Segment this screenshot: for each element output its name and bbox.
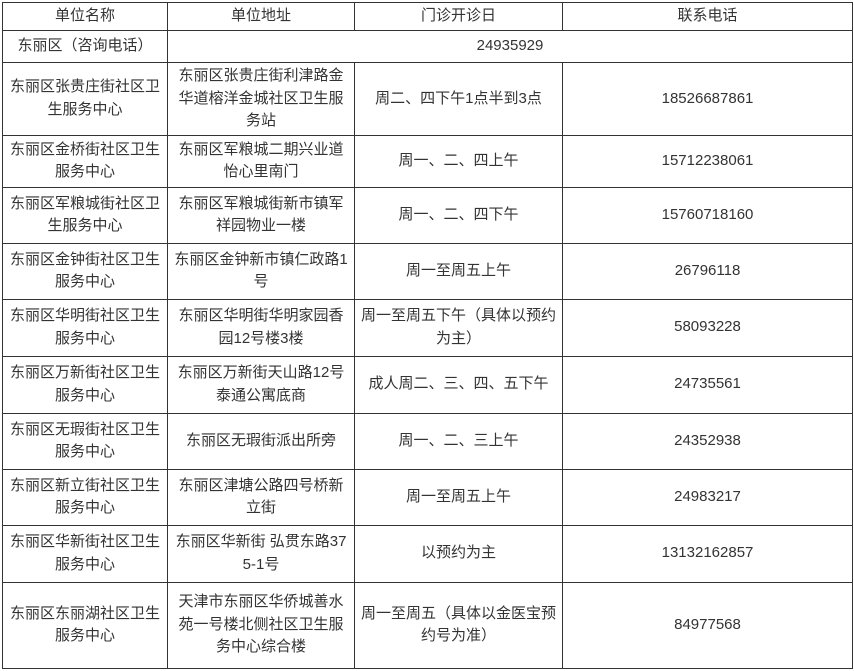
table-header-row: 单位名称 单位地址 门诊开诊日 联系电话 xyxy=(2,2,853,31)
column-header-unit-address: 单位地址 xyxy=(167,2,355,31)
district-hotline-row: 东丽区（咨询电话） 24935929 xyxy=(2,30,853,63)
clinic-days-cell: 周一、二、四上午 xyxy=(354,134,563,188)
unit-address-cell: 天津市东丽区华侨城善水苑一号楼北侧社区卫生服务中心综合楼 xyxy=(167,581,355,669)
column-header-clinic-days: 门诊开诊日 xyxy=(354,2,563,31)
contact-phone-cell: 24983217 xyxy=(562,468,853,526)
unit-name-cell: 东丽区新立街社区卫生服务中心 xyxy=(2,468,168,526)
unit-name-cell: 东丽区华新街社区卫生服务中心 xyxy=(2,524,168,583)
unit-address-cell: 东丽区津塘公路四号桥新立街 xyxy=(167,468,355,526)
unit-address-cell: 东丽区金钟新市镇仁政路1号 xyxy=(167,242,355,300)
table-row: 东丽区华新街社区卫生服务中心 东丽区华新街 弘贯东路375-1号 以预约为主 1313… xyxy=(2,524,853,583)
district-hotline-phone-cell: 24935929 xyxy=(167,30,853,63)
contact-phone-cell: 24735561 xyxy=(562,355,853,414)
unit-name-cell: 东丽区张贵庄街社区卫生服务中心 xyxy=(2,62,168,136)
clinic-days-cell: 周一、二、三上午 xyxy=(354,412,563,470)
clinic-days-cell: 周一至周五（具体以金医宝预约号为准） xyxy=(354,581,563,669)
table-row: 东丽区金钟街社区卫生服务中心 东丽区金钟新市镇仁政路1号 周一至周五上午 267961… xyxy=(2,242,853,300)
column-header-unit-name: 单位名称 xyxy=(2,2,168,31)
clinic-days-cell: 周一、二、四下午 xyxy=(354,186,563,244)
unit-name-cell: 东丽区东丽湖社区卫生服务中心 xyxy=(2,581,168,669)
unit-address-cell: 东丽区军粮城街新市镇军祥园物业一楼 xyxy=(167,186,355,244)
unit-address-cell: 东丽区华明街华明家园香园12号楼3楼 xyxy=(167,298,355,357)
contact-phone-cell: 13132162857 xyxy=(562,524,853,583)
table-row: 东丽区东丽湖社区卫生服务中心 天津市东丽区华侨城善水苑一号楼北侧社区卫生服务中心综… xyxy=(2,581,853,669)
unit-name-cell: 东丽区金钟街社区卫生服务中心 xyxy=(2,242,168,300)
district-name-cell: 东丽区（咨询电话） xyxy=(2,30,168,63)
table-row: 东丽区华明街社区卫生服务中心 东丽区华明街华明家园香园12号楼3楼 周一至周五下午（… xyxy=(2,298,853,357)
table-row: 东丽区万新街社区卫生服务中心 东丽区万新街天山路12号泰通公寓底商 成人周二、三、四… xyxy=(2,355,853,414)
contact-phone-cell: 24352938 xyxy=(562,412,853,470)
contact-phone-cell: 15712238061 xyxy=(562,134,853,188)
contact-phone-cell: 15760718160 xyxy=(562,186,853,244)
unit-name-cell: 东丽区军粮城街社区卫生服务中心 xyxy=(2,186,168,244)
contact-phone-cell: 58093228 xyxy=(562,298,853,357)
table-row: 东丽区张贵庄街社区卫生服务中心 东丽区张贵庄街利津路金华道榕洋金城社区卫生服务站周… xyxy=(2,62,853,136)
contact-phone-cell: 84977568 xyxy=(562,581,853,669)
unit-name-cell: 东丽区万新街社区卫生服务中心 xyxy=(2,355,168,414)
table-row: 东丽区军粮城街社区卫生服务中心 东丽区军粮城街新市镇军祥园物业一楼 周一、二、四下午… xyxy=(2,186,853,244)
clinic-days-cell: 以预约为主 xyxy=(354,524,563,583)
column-header-contact-phone: 联系电话 xyxy=(562,2,853,31)
unit-name-cell: 东丽区华明街社区卫生服务中心 xyxy=(2,298,168,357)
clinic-days-cell: 周二、四下午1点半到3点 xyxy=(354,62,563,136)
unit-address-cell: 东丽区万新街天山路12号泰通公寓底商 xyxy=(167,355,355,414)
clinic-days-cell: 成人周二、三、四、五下午 xyxy=(354,355,563,414)
clinic-days-cell: 周一至周五上午 xyxy=(354,242,563,300)
unit-address-cell: 东丽区无瑕街派出所旁 xyxy=(167,412,355,470)
clinic-days-cell: 周一至周五下午（具体以预约为主） xyxy=(354,298,563,357)
table-row: 东丽区金桥街社区卫生服务中心 东丽区军粮城二期兴业道怡心里南门 周一、二、四上午 15… xyxy=(2,134,853,188)
unit-address-cell: 东丽区军粮城二期兴业道怡心里南门 xyxy=(167,134,355,188)
table-row: 东丽区无瑕街社区卫生服务中心 东丽区无瑕街派出所旁 周一、二、三上午 24352938 xyxy=(2,412,853,470)
unit-address-cell: 东丽区华新街 弘贯东路375-1号 xyxy=(167,524,355,583)
table-row: 东丽区新立街社区卫生服务中心 东丽区津塘公路四号桥新立街 周一至周五上午 249832… xyxy=(2,468,853,526)
contact-phone-cell: 26796118 xyxy=(562,242,853,300)
contact-phone-cell: 18526687861 xyxy=(562,62,853,136)
unit-address-cell: 东丽区张贵庄街利津路金华道榕洋金城社区卫生服务站 xyxy=(167,62,355,136)
unit-name-cell: 东丽区金桥街社区卫生服务中心 xyxy=(2,134,168,188)
unit-name-cell: 东丽区无瑕街社区卫生服务中心 xyxy=(2,412,168,470)
clinic-days-cell: 周一至周五上午 xyxy=(354,468,563,526)
